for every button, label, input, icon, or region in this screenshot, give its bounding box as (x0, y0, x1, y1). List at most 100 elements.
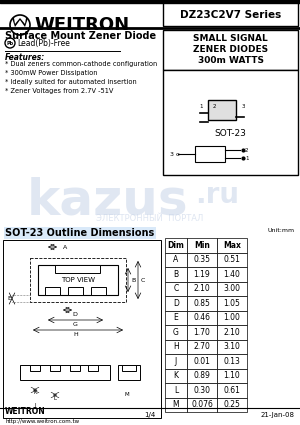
Bar (217, 340, 247, 354)
Bar (217, 325, 247, 340)
Text: 0.30: 0.30 (194, 386, 211, 395)
Text: 1.10: 1.10 (224, 371, 240, 380)
Text: J: J (175, 357, 177, 366)
Text: M: M (125, 393, 129, 397)
Bar (20, 365, 110, 380)
Bar (38, 265, 118, 295)
Text: * Dual zeners common-cathode configuration: * Dual zeners common-cathode configurati… (5, 61, 157, 67)
Text: 21-Jan-08: 21-Jan-08 (261, 412, 295, 418)
Text: Pb: Pb (6, 40, 14, 45)
Text: 0.89: 0.89 (194, 371, 210, 380)
Bar (217, 368, 247, 383)
Text: 2.10: 2.10 (224, 328, 240, 337)
Bar (163, 30, 298, 70)
Text: .ru: .ru (195, 181, 239, 209)
Bar (217, 311, 247, 325)
Bar (217, 238, 247, 252)
Text: G: G (173, 328, 179, 337)
Text: D: D (72, 312, 77, 317)
Bar (45, 287, 60, 295)
Text: * Ideally suited for automated insertion: * Ideally suited for automated insertion (5, 79, 137, 85)
Text: SOT-23: SOT-23 (214, 128, 246, 138)
Bar (187, 340, 217, 354)
Bar (70, 365, 80, 371)
Bar (30, 365, 40, 371)
Bar (208, 100, 236, 120)
Text: Unit:mm: Unit:mm (268, 228, 295, 233)
Text: 2.70: 2.70 (194, 342, 210, 351)
Bar (187, 354, 217, 368)
Text: TOP VIEW: TOP VIEW (61, 277, 95, 283)
Text: Lead(Pb)-Free: Lead(Pb)-Free (17, 39, 70, 48)
Bar (187, 252, 217, 267)
Text: 0.51: 0.51 (224, 255, 240, 264)
Bar (187, 368, 217, 383)
Text: C: C (173, 284, 178, 293)
Bar (3, 240, 161, 418)
Text: 0.46: 0.46 (194, 313, 211, 322)
Bar (187, 397, 217, 412)
Text: H: H (173, 342, 179, 351)
Bar (217, 252, 247, 267)
Text: ZENER DIODES: ZENER DIODES (193, 45, 268, 54)
Bar (165, 383, 187, 397)
Text: ЭЛЕКТРОННЫЙ  ПОРТАЛ: ЭЛЕКТРОННЫЙ ПОРТАЛ (96, 213, 204, 223)
Text: 0.25: 0.25 (224, 400, 240, 409)
Bar (217, 296, 247, 311)
Text: 0.01: 0.01 (194, 357, 210, 366)
Text: A: A (63, 244, 67, 249)
Text: L: L (53, 396, 56, 400)
Text: E: E (7, 295, 11, 300)
Bar (217, 354, 247, 368)
Bar (88, 365, 98, 371)
Text: 3: 3 (241, 104, 245, 109)
Bar (55, 265, 100, 273)
Text: Surface Mount Zener Diode: Surface Mount Zener Diode (5, 31, 156, 41)
Bar (165, 311, 187, 325)
Text: DZ23C2V7 Series: DZ23C2V7 Series (180, 9, 281, 20)
Text: B: B (131, 278, 135, 283)
Text: Max: Max (223, 241, 241, 250)
Bar (165, 238, 187, 252)
Text: E: E (174, 313, 178, 322)
Text: 1.70: 1.70 (194, 328, 210, 337)
Bar (50, 365, 60, 371)
Text: WEITRON: WEITRON (34, 16, 129, 34)
Text: 1.00: 1.00 (224, 313, 240, 322)
Bar (165, 368, 187, 383)
Text: H: H (73, 332, 78, 337)
Bar (165, 397, 187, 412)
Bar (195, 146, 225, 162)
Text: 0.13: 0.13 (224, 357, 240, 366)
Text: Dim: Dim (168, 241, 184, 250)
Text: 300m WATTS: 300m WATTS (197, 56, 263, 65)
Text: K: K (173, 371, 178, 380)
Polygon shape (12, 18, 28, 27)
Text: G: G (73, 323, 78, 328)
Text: kazus: kazus (27, 176, 189, 224)
Text: 3 o: 3 o (170, 151, 180, 156)
Text: 2: 2 (245, 147, 248, 153)
Bar (187, 325, 217, 340)
Text: SOT-23 Outline Dimensions: SOT-23 Outline Dimensions (5, 228, 154, 238)
Text: 1: 1 (199, 104, 203, 109)
Bar (122, 365, 136, 371)
Text: A: A (173, 255, 178, 264)
Text: 3.10: 3.10 (224, 342, 240, 351)
Bar (165, 267, 187, 281)
Bar (165, 296, 187, 311)
Text: 1: 1 (245, 156, 248, 161)
Bar (187, 296, 217, 311)
Bar (118, 365, 140, 380)
Text: K: K (33, 391, 37, 396)
Text: 2: 2 (212, 104, 216, 109)
Bar (217, 281, 247, 296)
Text: 2.10: 2.10 (194, 284, 210, 293)
Bar (187, 267, 217, 281)
Bar (187, 238, 217, 252)
Text: WEITRON: WEITRON (5, 408, 46, 416)
Bar (163, 3, 298, 26)
Bar (217, 397, 247, 412)
Text: 0.35: 0.35 (194, 255, 211, 264)
Text: C: C (141, 278, 146, 283)
